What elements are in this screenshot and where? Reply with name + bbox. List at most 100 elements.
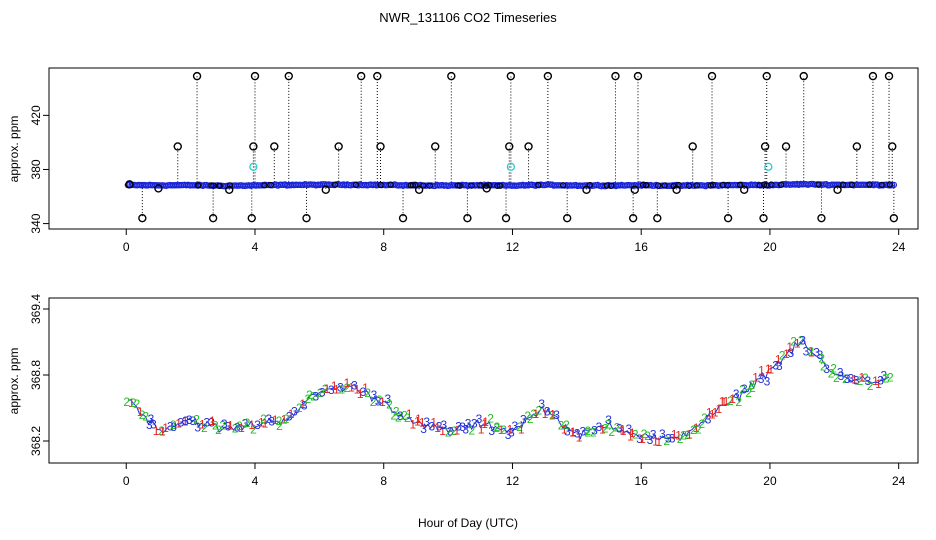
series-3-marker: 3: [636, 432, 643, 446]
outlier-point: [463, 213, 472, 223]
baseline-black-point: [195, 182, 202, 189]
bottom-plot-frame: [48, 297, 919, 464]
series-2-marker: 2: [276, 419, 283, 433]
series-2-marker: 2: [322, 382, 329, 396]
outlier-point: [852, 142, 862, 151]
series-3-marker: 3: [553, 408, 560, 422]
series-3-marker: 3: [190, 414, 197, 428]
outlier-point: [284, 71, 293, 81]
outlier-point: [633, 71, 643, 81]
series-2-marker: 2: [818, 352, 825, 366]
series-3-marker: 3: [423, 415, 430, 429]
series-3-marker: 3: [564, 424, 571, 438]
series-3-marker: 3: [803, 345, 810, 359]
series-3-marker: 3: [591, 423, 598, 437]
series-3-marker: 3: [505, 428, 512, 442]
series-2-marker: 2: [215, 423, 222, 437]
series-3-marker: 3: [148, 412, 155, 426]
top-x-tick-label: 4: [252, 240, 259, 254]
outlier-point: [250, 71, 260, 81]
series-1-marker: 1: [238, 421, 245, 435]
series-3-marker: 3: [877, 374, 884, 388]
series-2-marker: 2: [644, 429, 651, 443]
series-3-marker: 3: [764, 375, 771, 389]
series-1-marker: 1: [851, 373, 858, 387]
series-1-marker: 1: [272, 413, 279, 427]
top-x-tick-label: 8: [380, 240, 387, 254]
series-1-marker: 1: [542, 407, 549, 421]
series-3-marker: 3: [146, 418, 153, 432]
series-3-marker: 3: [650, 427, 657, 441]
outlier-point: [138, 213, 147, 223]
series-2-marker: 2: [690, 423, 697, 437]
series-1-marker: 1: [439, 424, 446, 438]
series-3-marker: 3: [837, 366, 844, 380]
series-2-marker: 2: [376, 393, 383, 407]
series-1-marker: 1: [808, 345, 815, 359]
series-2-marker: 2: [830, 361, 837, 375]
series-2-marker: 2: [663, 434, 670, 448]
series-3-marker: 3: [844, 372, 851, 386]
series-2-marker: 2: [193, 413, 200, 427]
outlier-point: [398, 213, 408, 223]
bottom-x-tick-label: 4: [252, 474, 259, 488]
baseline-black-point: [208, 182, 215, 189]
series-3-marker: 3: [337, 380, 344, 394]
series-1-marker: 1: [570, 425, 577, 439]
baseline-black-point: [643, 182, 650, 189]
series-2-marker: 2: [201, 421, 208, 435]
series-2-marker: 2: [701, 411, 708, 425]
top-panel: approx. ppm 0 4 8 12 16 20 24 340 380 420: [7, 67, 919, 254]
series-1-marker: 1: [153, 424, 160, 438]
series-3-marker: 3: [204, 416, 211, 430]
outlier-point: [760, 142, 770, 151]
series-3-marker: 3: [538, 397, 545, 411]
series-3-marker: 3: [254, 418, 261, 432]
series-line: [127, 339, 890, 441]
series-1-marker: 1: [258, 415, 265, 429]
series-1-marker: 1: [875, 377, 882, 391]
series-1-marker: 1: [248, 418, 255, 432]
series-2-marker: 2: [807, 345, 814, 359]
series-3-marker: 3: [436, 419, 443, 433]
outlier-point: [356, 71, 366, 81]
series-2-marker: 2: [500, 423, 507, 437]
series-3-marker: 3: [741, 382, 748, 396]
outlier-point: [889, 213, 899, 223]
series-3-marker: 3: [605, 413, 612, 427]
series-1-marker: 1: [629, 426, 636, 440]
top-y-tick-label: 340: [29, 213, 43, 233]
bottom-data-marks: 2122122333121132313133323123312223312321…: [123, 333, 894, 448]
outlier-point: [562, 213, 572, 223]
series-3-marker: 3: [182, 414, 189, 428]
series-3-marker: 3: [313, 389, 320, 403]
bottom-x-tick-label: 20: [763, 474, 777, 488]
series-3-marker: 3: [705, 413, 712, 427]
series-3-marker: 3: [817, 348, 824, 362]
outlier-point: [501, 213, 511, 223]
series-1-marker: 1: [434, 421, 441, 435]
outlier-point: [414, 185, 424, 194]
series-1-marker: 1: [752, 371, 759, 385]
baseline-black-point: [778, 181, 785, 188]
series-2-marker: 2: [549, 409, 556, 423]
series-1-marker: 1: [137, 405, 144, 419]
series-1-marker: 1: [415, 412, 422, 426]
series-1-marker: 1: [362, 381, 369, 395]
series-2-marker: 2: [306, 388, 313, 402]
series-2-marker: 2: [867, 379, 874, 393]
series-2-marker: 2: [604, 417, 611, 431]
series-1-marker: 1: [569, 425, 576, 439]
series-1-marker: 1: [693, 421, 700, 435]
series-2-marker: 2: [790, 335, 797, 349]
series-2-marker: 2: [310, 390, 317, 404]
series-2-marker: 2: [395, 410, 402, 424]
series-1-marker: 1: [639, 432, 646, 446]
series-2-marker: 2: [641, 427, 648, 441]
series-1-marker: 1: [507, 422, 514, 436]
series-3-marker: 3: [170, 420, 177, 434]
series-2-marker: 2: [739, 382, 746, 396]
series-3-marker: 3: [544, 405, 551, 419]
series-3-marker: 3: [848, 372, 855, 386]
series-1-marker: 1: [794, 336, 801, 350]
